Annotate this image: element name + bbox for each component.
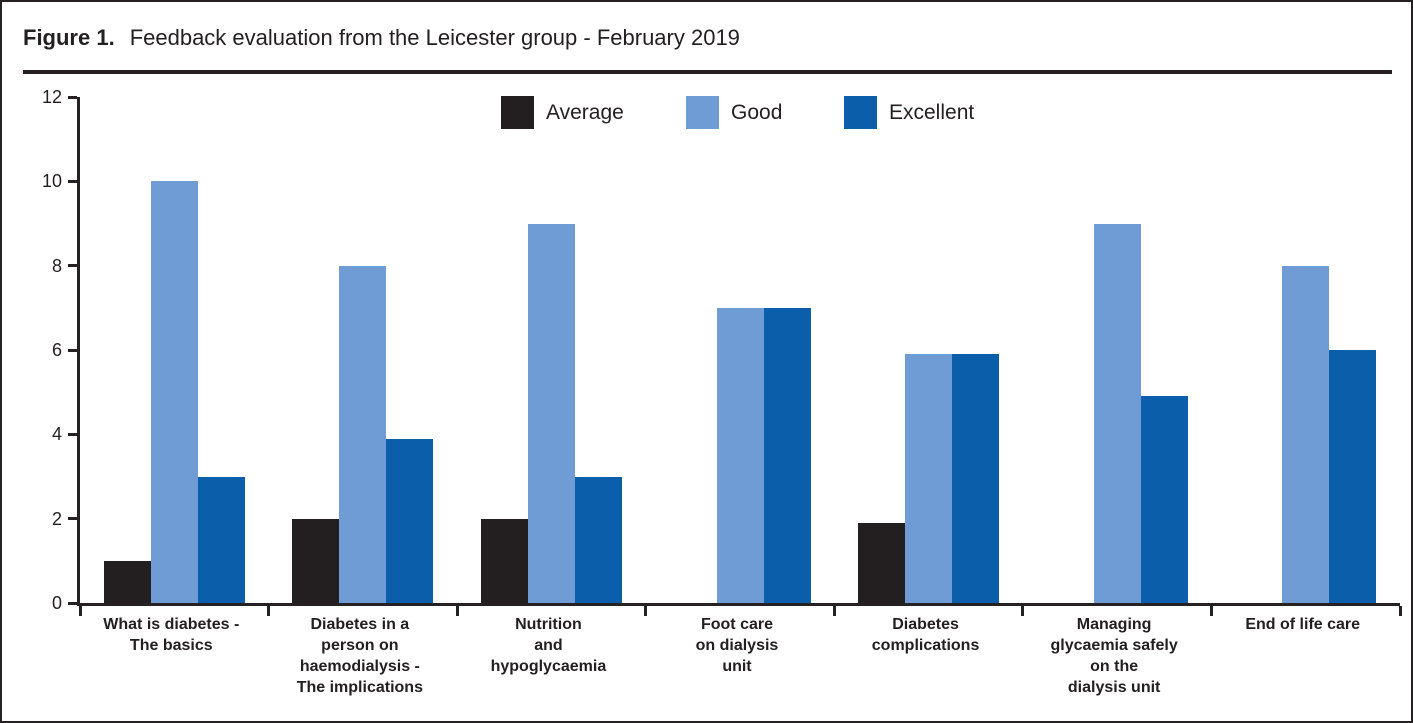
title-divider [23,70,1392,74]
category-label: Foot care on dialysis unit [695,616,779,675]
y-axis-tick-label: 2 [51,508,62,529]
bar-good-2 [339,265,387,603]
legend-label-excellent: Excellent [889,101,975,124]
x-axis-tick [1209,606,1213,616]
bar-excellent-3 [574,476,622,603]
bar-good-7 [1282,265,1330,603]
x-axis-tick [455,606,459,616]
legend-item-good: Good [686,96,782,129]
legend-item-excellent: Excellent [844,96,974,129]
legend-swatch-excellent [844,96,877,129]
legend-swatch-good [686,96,719,129]
x-axis-tick [267,606,271,616]
plot-area: 0 2 4 6 8 10 12 [42,87,1402,616]
bar-good-3 [527,223,575,603]
y-axis-tick [68,432,77,436]
bar-excellent-5 [952,354,1000,603]
y-axis-tick [68,517,77,521]
bar-excellent-1 [197,476,245,603]
y-axis-tick [68,264,77,268]
y-axis-tick-label: 8 [51,255,62,276]
legend-item-average: Average [501,96,624,129]
category-label: Managing glycaemia safely on the dialysi… [1050,616,1178,696]
bar-good-1 [150,181,198,603]
bar-excellent-6 [1140,396,1188,603]
y-axis-tick-label: 0 [51,593,62,613]
legend-label-average: Average [546,101,624,124]
bar-excellent-7 [1329,350,1377,603]
y-axis-tick-label: 4 [51,424,62,445]
y-axis-tick [68,601,77,605]
category-label: What is diabetes - The basics [103,616,240,654]
y-axis-tick-label: 12 [41,87,62,107]
figure-label: Figure 1. [23,25,115,50]
figure-title: Figure 1. Feedback evaluation from the Le… [23,26,740,50]
bar-average-3 [480,518,528,603]
bar-average-5 [858,522,906,603]
x-axis-tick [78,606,82,616]
x-axis-tick [1398,606,1402,616]
y-axis-tick [68,179,77,183]
bar-average-2 [292,518,340,603]
x-axis-tick [644,606,648,616]
y-axis-tick-label: 6 [51,340,62,360]
category-label: Diabetes in a person on haemodialysis - … [296,616,423,696]
bar-excellent-2 [386,438,434,603]
category-label: End of life care [1245,616,1361,633]
category-label: Diabetes complications [871,616,980,654]
y-axis-tick-label: 10 [41,171,62,192]
legend-label-good: Good [731,101,783,124]
category-label: Nutrition and hypoglycaemia [490,616,607,675]
bar-average-1 [103,560,151,603]
y-axis-tick [68,95,77,99]
x-axis-tick [832,606,836,616]
bar-good-5 [905,354,953,603]
legend-swatch-average [501,96,534,129]
bar-good-4 [716,307,764,603]
figure-title-text: Feedback evaluation from the Leicester g… [129,25,740,50]
bar-excellent-4 [763,307,811,603]
bar-good-6 [1093,223,1141,603]
x-axis-tick [1021,606,1025,616]
y-axis-tick [68,348,77,352]
